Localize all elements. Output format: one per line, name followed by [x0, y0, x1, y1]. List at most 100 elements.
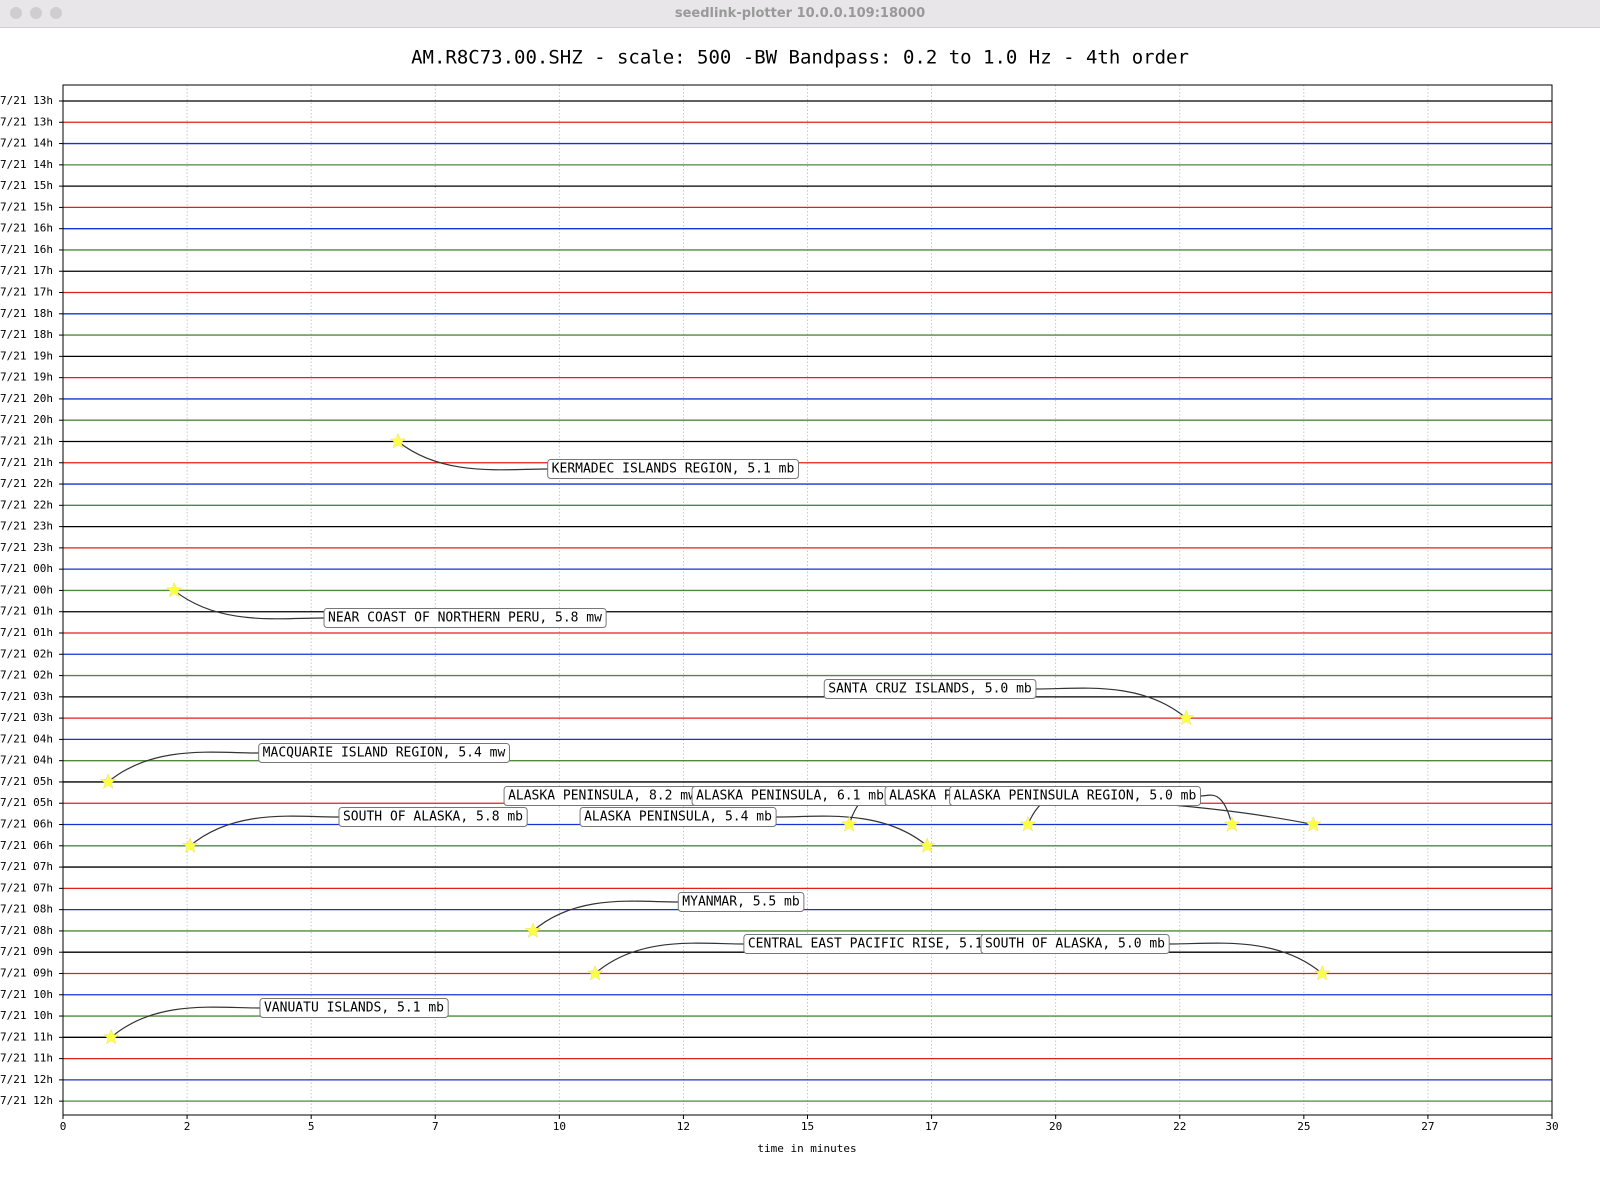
y-tick-label: 7/21 19h [0, 371, 53, 384]
event-annotation: CENTRAL EAST PACIFIC RISE, 5.1 mb [743, 934, 1011, 954]
x-tick-label: 22 [1173, 1120, 1186, 1133]
y-tick-label: 7/21 22h [0, 477, 53, 490]
y-tick-label: 7/21 15h [0, 200, 53, 213]
y-tick-label: 7/21 17h [0, 286, 53, 299]
x-axis-label: time in minutes [757, 1142, 856, 1155]
event-label: CENTRAL EAST PACIFIC RISE, 5.1 mb [748, 937, 1006, 952]
event-connector [1035, 687, 1187, 719]
x-tick-label: 17 [925, 1120, 938, 1133]
x-tick-label: 2 [184, 1120, 191, 1133]
event-label: SOUTH OF ALASKA, 5.8 mb [343, 810, 523, 825]
event-connector [1200, 794, 1233, 825]
event-star [524, 922, 542, 938]
y-tick-label: 7/21 12h [0, 1094, 53, 1107]
event-star [1177, 709, 1195, 726]
x-tick-label: 30 [1545, 1120, 1558, 1133]
y-tick-label: 7/21 19h [0, 349, 53, 362]
y-tick-label: 7/21 02h [0, 669, 53, 682]
event-annotation: MACQUARIE ISLAND REGION, 5.4 mw [258, 743, 510, 763]
close-button[interactable] [10, 7, 22, 19]
y-tick-label: 7/21 03h [0, 711, 53, 724]
y-tick-label: 7/21 22h [0, 498, 53, 511]
event-label-box [579, 807, 777, 827]
event-star [586, 964, 604, 981]
event-label: ALASKA PENINSULA, 5.4 mb [584, 810, 772, 825]
y-tick-label: 7/21 23h [0, 541, 53, 554]
event-label-box [823, 679, 1037, 699]
y-tick-label: 7/21 13h [0, 115, 53, 128]
event-label: VANUATU ISLANDS, 5.1 mb [264, 1001, 444, 1016]
y-tick-label: 7/21 10h [0, 988, 53, 1001]
event-connector [397, 441, 548, 471]
y-tick-label: 7/21 04h [0, 754, 53, 767]
event-label: SANTA CRUZ ISLANDS, 5.0 mb [828, 682, 1032, 697]
y-tick-label: 7/21 07h [0, 881, 53, 894]
event-label-box [323, 608, 607, 628]
y-tick-label: 7/21 14h [0, 137, 53, 150]
event-star [1019, 815, 1037, 832]
y-tick-label: 7/21 10h [0, 1009, 53, 1022]
x-tick-label: 12 [677, 1120, 690, 1133]
event-star [1313, 964, 1331, 981]
y-tick-label: 7/21 21h [0, 456, 53, 469]
zoom-button[interactable] [50, 7, 62, 19]
event-connector [107, 751, 259, 783]
x-tick-label: 5 [308, 1120, 315, 1133]
x-tick-label: 27 [1421, 1120, 1434, 1133]
x-tick-label: 7 [432, 1120, 439, 1133]
event-star [181, 837, 199, 853]
event-annotation: ALASKA PENINSULA, 6.1 mb [691, 786, 889, 806]
event-connector [776, 815, 928, 847]
y-tick-label: 7/21 11h [0, 1052, 53, 1065]
event-label-box [547, 459, 799, 479]
event-annotation: ALASKA PENINSULA REGION, 5.0 mb [949, 786, 1201, 806]
window-titlebar: seedlink-plotter 10.0.0.109:18000 [0, 0, 1600, 28]
y-tick-label: 7/21 23h [0, 520, 53, 533]
event-connector [532, 900, 679, 932]
event-annotation: SOUTH OF ALASKA, 5.8 mb [338, 807, 528, 827]
event-annotation: SANTA CRUZ ISLANDS, 5.0 mb [823, 679, 1037, 699]
y-tick-label: 7/21 18h [0, 307, 53, 320]
event-connector [1169, 942, 1323, 974]
y-tick-label: 7/21 12h [0, 1073, 53, 1086]
y-tick-label: 7/21 18h [0, 328, 53, 341]
y-tick-label: 7/21 09h [0, 966, 53, 979]
x-tick-label: 0 [60, 1120, 67, 1133]
event-connector [173, 589, 325, 620]
event-label: MYANMAR, 5.5 mb [682, 895, 800, 910]
event-star [840, 815, 858, 832]
event-label: ALASKA PENINSULA, 8.2 mw [508, 789, 696, 804]
event-annotation: VANUATU ISLANDS, 5.1 mb [259, 998, 449, 1018]
x-tick-label: 15 [801, 1120, 814, 1133]
event-star [1305, 815, 1322, 832]
y-tick-label: 7/21 00h [0, 583, 53, 596]
y-tick-label: 7/21 20h [0, 413, 53, 426]
event-label-box [259, 998, 449, 1018]
y-tick-label: 7/21 01h [0, 626, 53, 639]
event-annotation: SOUTH OF ALASKA, 5.0 mb [980, 934, 1170, 954]
event-label: SOUTH OF ALASKA, 5.0 mb [985, 937, 1165, 952]
event-star [389, 432, 407, 449]
event-annotation: ALASKA PENINSULA, 5.4 mb [579, 807, 777, 827]
event-label-box [949, 786, 1201, 806]
event-label-box [338, 807, 528, 827]
y-tick-label: 7/21 14h [0, 158, 53, 171]
event-connector [594, 942, 744, 974]
y-tick-label: 7/21 16h [0, 222, 53, 235]
y-tick-label: 7/21 03h [0, 690, 53, 703]
y-tick-label: 7/21 11h [0, 1030, 53, 1043]
event-label: MACQUARIE ISLAND REGION, 5.4 mw [263, 746, 506, 761]
event-label: ALASKA PENINSULA REGION, 5.0 mb [954, 789, 1197, 804]
window-title: seedlink-plotter 10.0.0.109:18000 [674, 6, 926, 21]
minimize-button[interactable] [30, 7, 42, 19]
y-tick-label: 7/21 13h [0, 94, 53, 107]
event-label-box [258, 743, 510, 763]
y-tick-label: 7/21 15h [0, 179, 53, 192]
y-tick-label: 7/21 04h [0, 732, 53, 745]
event-star [102, 1028, 120, 1045]
event-star [99, 773, 117, 789]
event-annotation: NEAR COAST OF NORTHERN PERU, 5.8 mw [323, 608, 607, 628]
y-tick-label: 7/21 02h [0, 647, 53, 660]
